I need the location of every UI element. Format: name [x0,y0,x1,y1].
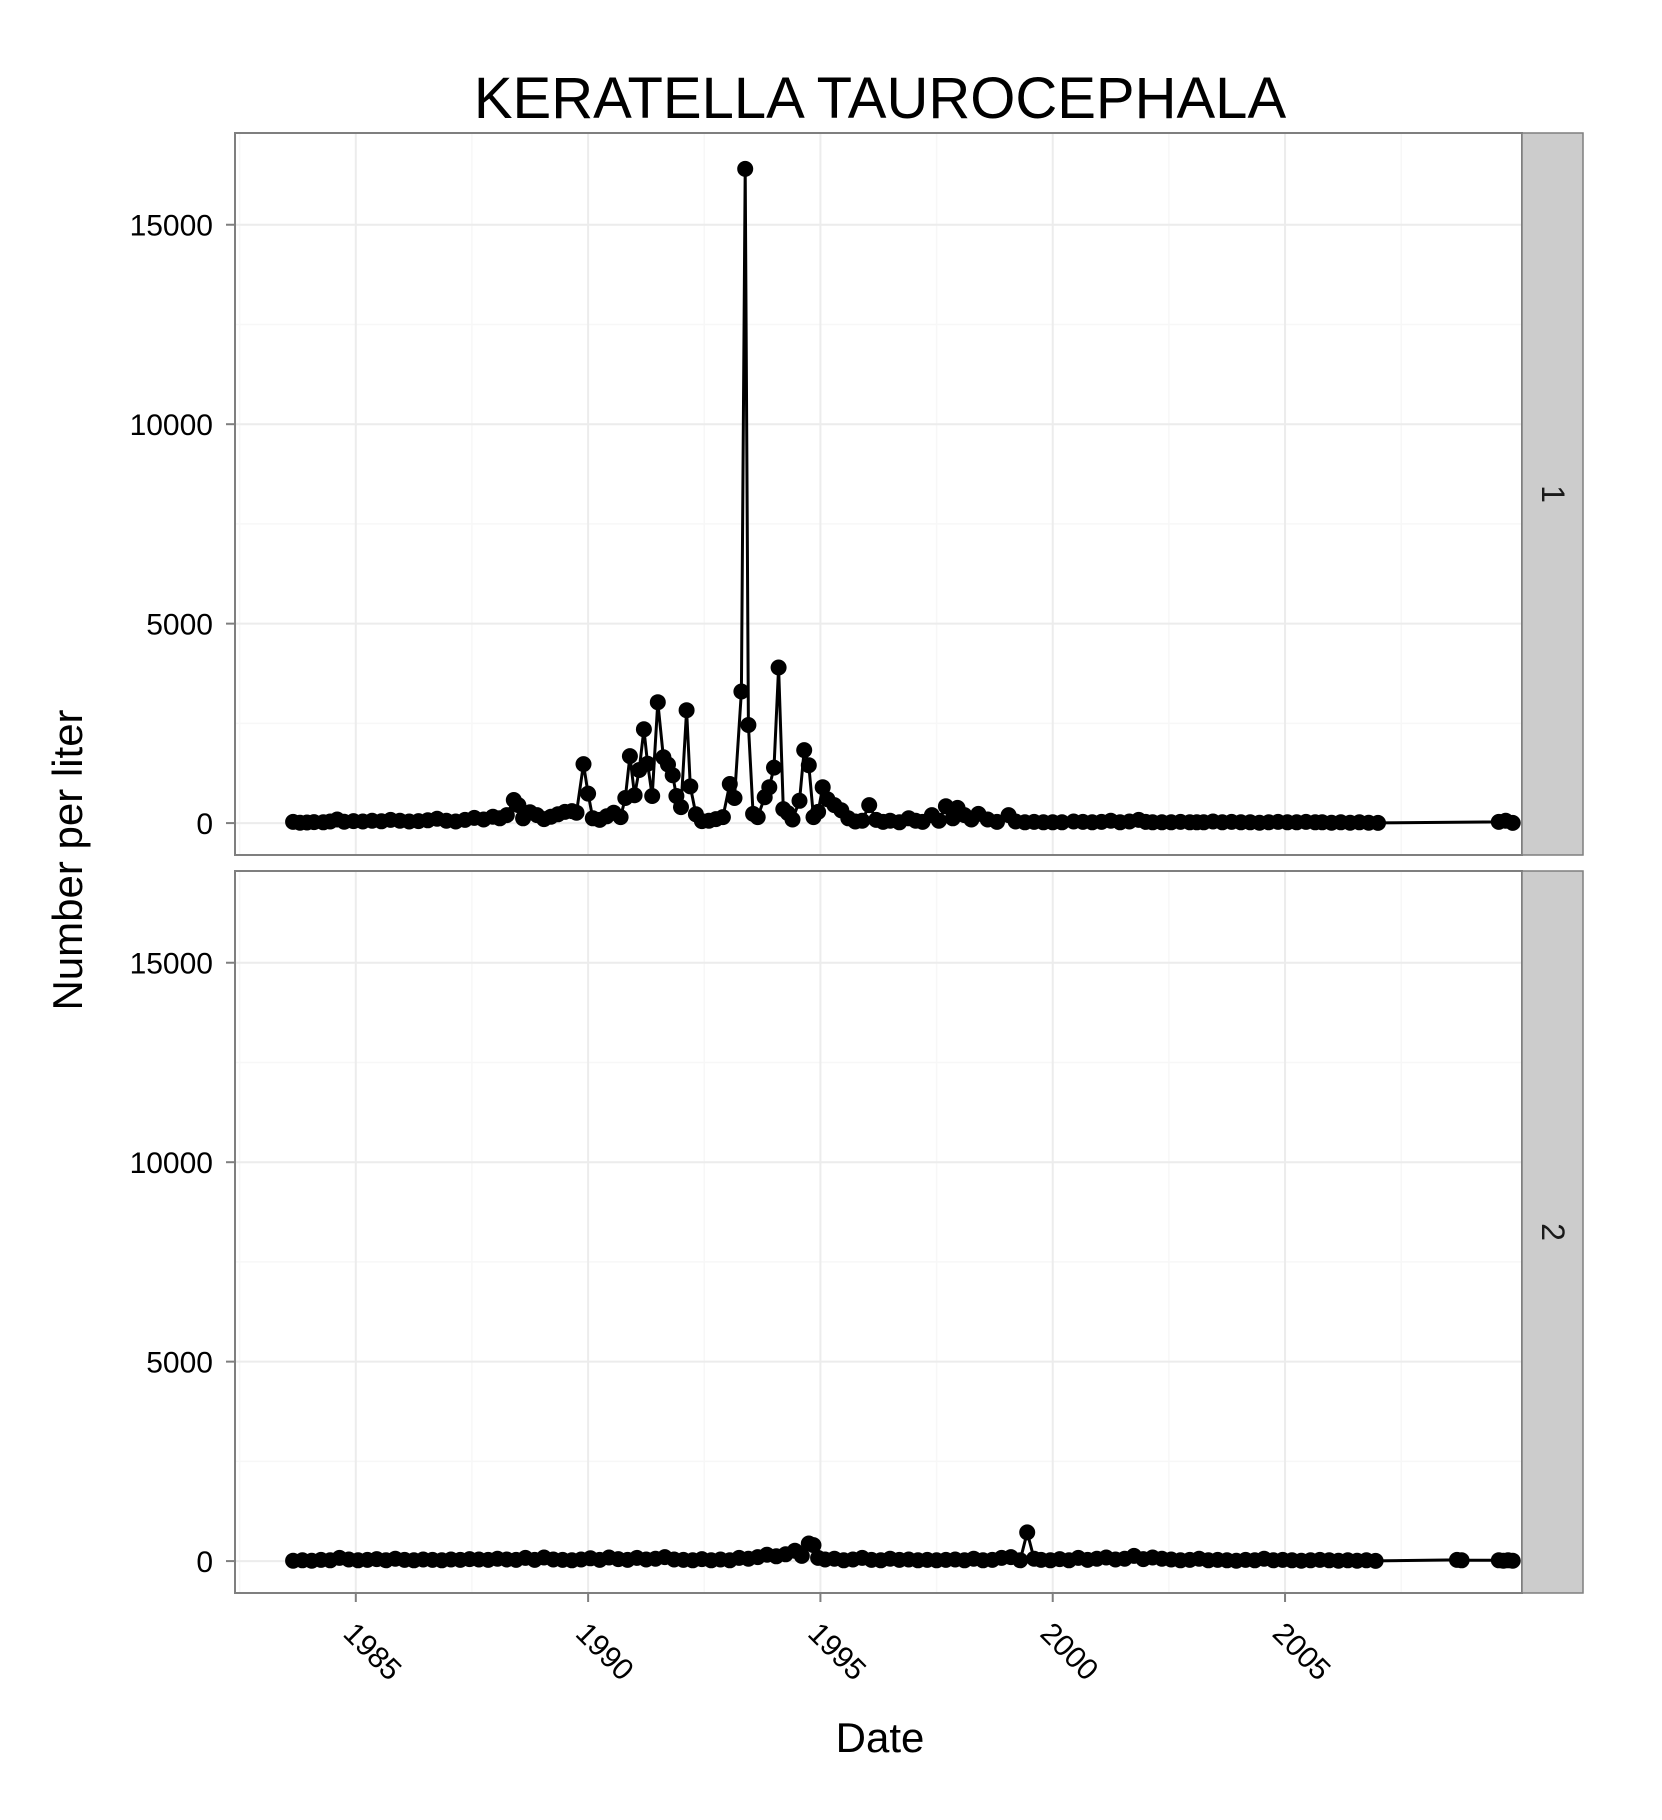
data-point [664,767,681,784]
data-point [621,748,638,765]
data-point [930,812,947,829]
data-point [580,785,597,802]
data-point [568,804,585,821]
data-point [649,694,666,711]
panel-2: 0 5000 10000 15000 2 [130,870,1584,1594]
data-point [766,759,782,776]
data-point [575,756,592,773]
y-tick-label: 0 [196,1546,213,1579]
data-point [626,787,643,804]
strip-label: 2 [1535,1223,1571,1241]
data-point [1054,814,1070,831]
panel-background [235,133,1522,855]
data-point [740,717,757,733]
data-point [1367,1552,1384,1569]
data-point [989,813,1005,830]
data-point [810,803,827,820]
y-tick-label: 15000 [130,210,213,243]
x-axis: 1985 1990 1995 2000 2005 [337,1593,1337,1687]
x-axis-title: Date [836,1714,925,1761]
data-point [635,721,652,738]
data-point [1370,814,1386,831]
panel-1: 0 5000 10000 15000 1 [130,132,1584,856]
y-tick-label: 10000 [130,409,213,442]
data-point [770,659,787,676]
data-point [639,755,656,772]
data-point [749,809,766,826]
data-point [1019,1524,1036,1541]
y-tick-label: 10000 [130,1147,213,1180]
x-tick-label: 2005 [1266,1617,1337,1688]
chart-title: KERATELLA TAUROCEPHALA [474,66,1287,131]
data-point [678,702,695,719]
strip-label: 1 [1535,485,1571,503]
data-point [682,778,699,795]
y-tick-label: 5000 [146,1347,213,1380]
data-point [791,792,808,809]
data-point [805,1537,822,1554]
data-point [1012,1552,1029,1569]
y-tick-label: 0 [196,808,213,841]
data-point [784,811,801,828]
data-point [1504,814,1521,831]
y-tick-label: 5000 [146,609,213,642]
data-point [793,1547,810,1564]
strip-1 [1521,132,1584,856]
data-point [1504,1552,1521,1569]
panel-background [235,871,1522,1593]
strip-2 [1521,870,1584,1594]
x-tick-label: 1985 [337,1617,408,1688]
data-point [796,742,813,759]
data-point [726,790,743,806]
x-tick-label: 1990 [569,1617,640,1688]
panels: 0 5000 10000 15000 1 0 5000 10000 15000 2 [130,132,1584,1594]
x-tick-label: 1995 [801,1617,872,1688]
data-point [761,779,778,796]
y-axis-title: Number per liter [44,709,91,1010]
data-point [800,757,817,774]
data-point [498,807,515,824]
data-point [1453,1552,1470,1569]
data-point [861,797,878,814]
data-point [673,799,689,816]
y-tick-label: 15000 [130,948,213,981]
x-tick-label: 2000 [1034,1617,1105,1688]
data-point [814,779,831,796]
data-point [644,788,661,804]
data-point [612,809,629,826]
data-point [737,160,754,177]
data-point [510,797,527,814]
data-point [733,683,750,700]
data-point [854,812,871,829]
data-point [721,776,738,792]
data-point [714,809,731,826]
